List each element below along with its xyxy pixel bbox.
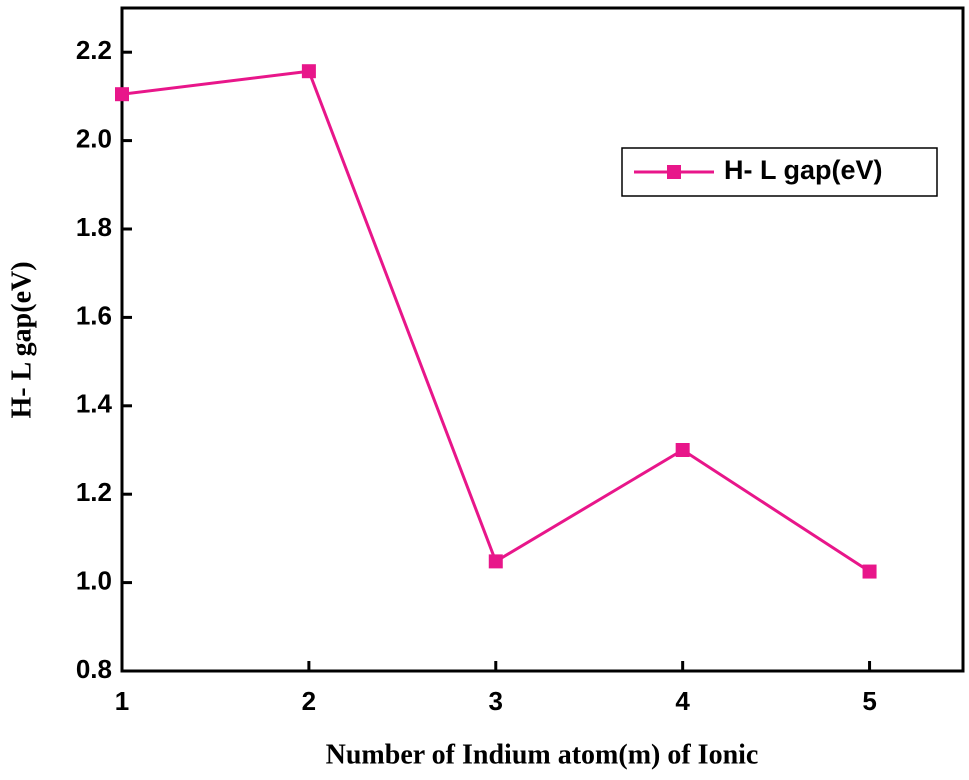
data-point <box>675 443 690 457</box>
y-tick-label: 1.8 <box>76 212 112 242</box>
x-axis-title: Number of Indium atom(m) of Ionic <box>326 739 759 770</box>
legend-marker <box>667 165 681 179</box>
x-tick-label: 4 <box>675 686 690 716</box>
y-tick-label: 1.2 <box>76 477 112 507</box>
series-line <box>121 69 871 573</box>
y-tick-label: 2.2 <box>76 35 112 65</box>
x-tick-label: 3 <box>489 686 503 716</box>
x-tick-label: 1 <box>115 686 129 716</box>
y-tick-label: 0.8 <box>76 654 112 684</box>
data-point <box>488 554 503 569</box>
data-point <box>862 564 877 579</box>
plot-frame <box>120 6 965 673</box>
y-tick-label: 1.6 <box>76 300 112 330</box>
y-tick-label: 2.0 <box>76 123 112 153</box>
data-point <box>115 87 129 102</box>
y-tick-label: 1.4 <box>76 389 113 419</box>
legend-label: H- L gap(eV) <box>724 155 883 185</box>
y-axis-title: H- L gap(eV) <box>6 261 37 418</box>
x-tick-label: 5 <box>862 686 876 716</box>
data-point <box>301 64 316 79</box>
y-tick-label: 1.0 <box>76 565 112 595</box>
x-tick-label: 2 <box>302 686 316 716</box>
